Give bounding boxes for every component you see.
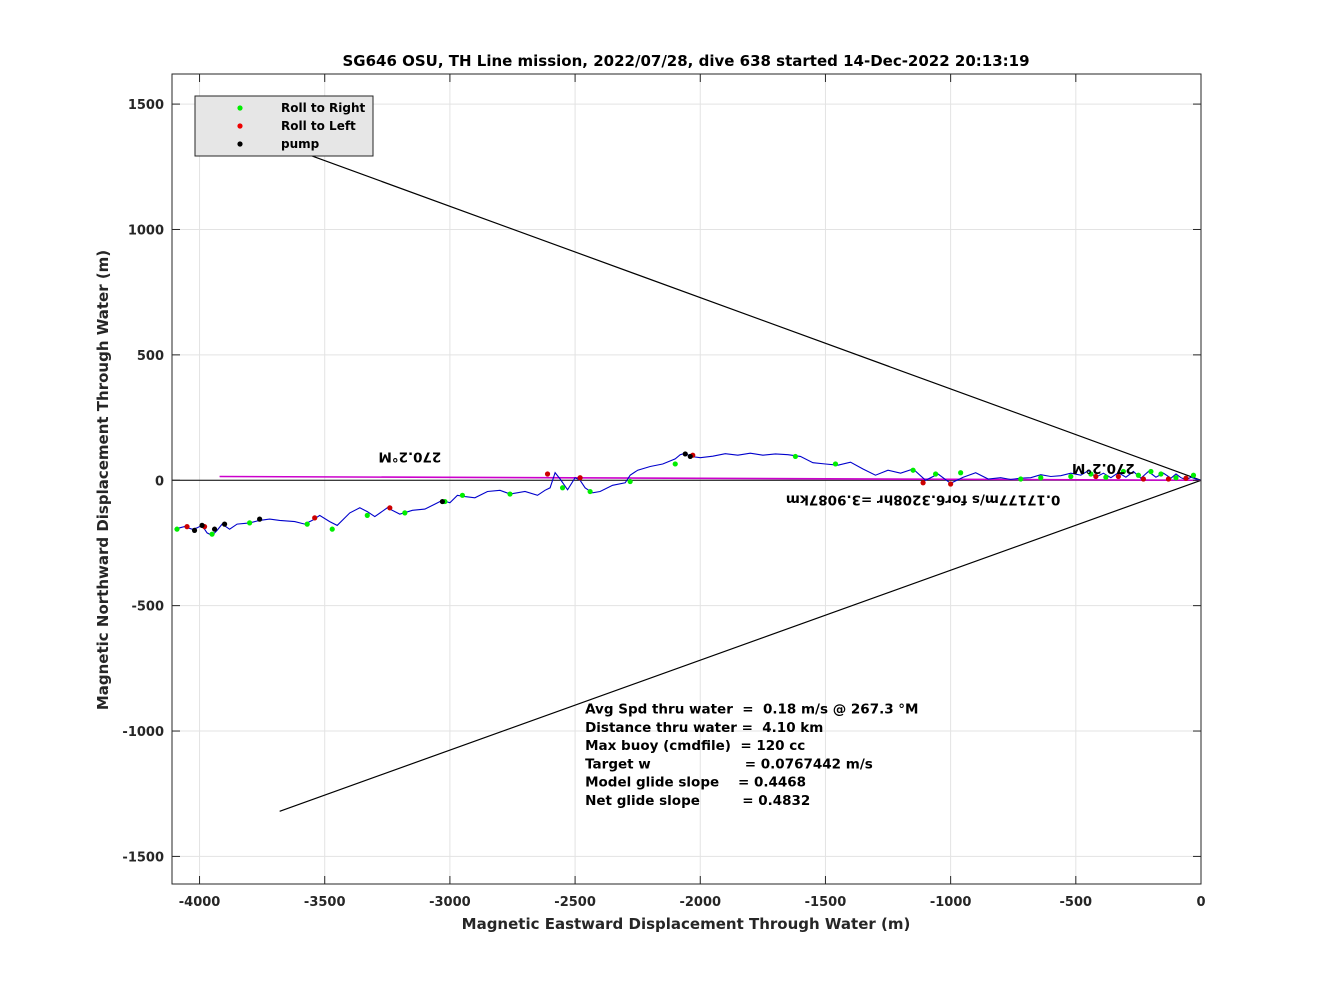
roll-right-point bbox=[832, 461, 839, 467]
legend-label: pump bbox=[281, 137, 320, 151]
track bbox=[174, 452, 1202, 537]
roll-right-point bbox=[1038, 475, 1044, 481]
roll-right-point bbox=[792, 453, 799, 460]
annotations: 270.2°M 270.2°M 0.17177m/s for6.3208hr =3.… bbox=[378, 449, 1134, 508]
x-axis-label: Magnetic Eastward Displacement Through W… bbox=[462, 915, 911, 933]
y-axis-label: Magnetic Northward Displacement Through … bbox=[94, 250, 112, 710]
roll-right-point bbox=[1148, 468, 1154, 475]
x-tick-label: -1000 bbox=[930, 895, 972, 910]
heading-annotation: 270.2°M bbox=[1072, 460, 1135, 476]
roll-right-point bbox=[364, 512, 370, 518]
roll-right-point bbox=[1103, 474, 1109, 480]
stats-line: Avg Spd thru water = 0.18 m/s @ 267.3 °M bbox=[585, 701, 918, 717]
x-tick-label: 0 bbox=[1196, 895, 1205, 910]
roll-right-point bbox=[1088, 471, 1094, 477]
roll-left-point bbox=[1165, 476, 1172, 482]
roll-right-point bbox=[507, 491, 513, 497]
pump-point bbox=[199, 522, 205, 528]
roll-right-point bbox=[1018, 476, 1024, 482]
x-tick-label: -3500 bbox=[304, 895, 346, 910]
stats-line: Model glide slope = 0.4468 bbox=[585, 775, 806, 791]
roll-right-point bbox=[209, 531, 215, 537]
pump-point bbox=[191, 527, 198, 534]
y-tick-label: 1500 bbox=[128, 98, 164, 113]
roll-right-point bbox=[627, 478, 633, 485]
roll-right-point bbox=[1173, 475, 1179, 481]
x-tick-label: -1500 bbox=[805, 895, 847, 910]
roll-left-point bbox=[1183, 475, 1189, 481]
roll-right-point bbox=[329, 526, 335, 532]
pump-point bbox=[439, 498, 445, 505]
y-tick-label: -1000 bbox=[122, 725, 164, 740]
roll-left-point bbox=[312, 515, 318, 521]
heading-annotation: 270.2°M bbox=[378, 449, 441, 465]
roll-right-point bbox=[1068, 473, 1074, 480]
stats-line: Distance thru water = 4.10 km bbox=[585, 720, 823, 736]
x-tick-label: -500 bbox=[1060, 895, 1093, 910]
pump-point bbox=[211, 526, 218, 532]
roll-left-point bbox=[948, 481, 954, 487]
roll-right-point bbox=[587, 488, 593, 495]
legend-marker bbox=[237, 141, 243, 147]
legend-marker bbox=[237, 105, 243, 111]
legend-marker bbox=[237, 123, 243, 129]
pump-point bbox=[257, 516, 263, 522]
stats-line: Target w = 0.0767442 m/s bbox=[585, 756, 873, 772]
cone-line bbox=[279, 479, 1202, 812]
roll-left-point bbox=[544, 471, 551, 477]
roll-right-point bbox=[958, 470, 964, 476]
legend-label: Roll to Left bbox=[281, 119, 356, 133]
roll-right-point bbox=[247, 520, 253, 526]
markers bbox=[174, 451, 1197, 537]
roll-right-point bbox=[304, 521, 310, 527]
roll-left-point bbox=[920, 480, 926, 486]
roll-right-point bbox=[933, 471, 939, 477]
roll-right-point bbox=[559, 485, 566, 491]
roll-right-point bbox=[402, 510, 408, 516]
roll-right-point bbox=[910, 467, 916, 473]
x-tick-label: -2000 bbox=[679, 895, 721, 910]
pump-point bbox=[682, 451, 688, 457]
plot-frame bbox=[171, 73, 1202, 885]
roll-right-point bbox=[174, 526, 180, 532]
pump-point bbox=[221, 521, 228, 527]
y-tick-label: -500 bbox=[131, 600, 164, 615]
stats-box: Avg Spd thru water = 0.18 m/s @ 267.3 °M… bbox=[585, 701, 918, 809]
x-tick-label: -3000 bbox=[429, 895, 471, 910]
roll-right-point bbox=[1158, 471, 1164, 477]
y-tick-label: 500 bbox=[137, 349, 164, 364]
roll-right-point bbox=[672, 461, 678, 467]
roll-left-point bbox=[184, 524, 190, 530]
reference-lines bbox=[172, 143, 1202, 812]
legend-box bbox=[194, 95, 374, 157]
roll-right-point bbox=[1190, 472, 1197, 478]
track-line bbox=[174, 452, 1202, 537]
roll-right-point bbox=[1135, 472, 1142, 478]
y-tick-label: 0 bbox=[155, 474, 164, 489]
pump-point bbox=[687, 453, 693, 460]
roll-right-point bbox=[459, 492, 466, 498]
legend-label: Roll to Right bbox=[281, 101, 366, 115]
heading-annotation: 0.17177m/s for6.3208hr =3.9087km bbox=[786, 491, 1061, 507]
x-tick-label: -2500 bbox=[554, 895, 596, 910]
x-tick-label: -4000 bbox=[179, 895, 221, 910]
legend: Roll to Right Roll to Left pump bbox=[194, 95, 374, 157]
cone-line bbox=[279, 143, 1202, 481]
ticks: -4000 -3500 -3000 -2500 -2000 -1500 -1000 -500 0… bbox=[122, 74, 1206, 910]
roll-left-point bbox=[1093, 473, 1099, 480]
stats-line: Max buoy (cmdfile) = 120 cc bbox=[585, 738, 805, 754]
roll-left-point bbox=[577, 475, 583, 481]
chart-title: SG646 OSU, TH Line mission, 2022/07/28, … bbox=[342, 52, 1029, 70]
roll-left-point bbox=[387, 505, 393, 511]
y-tick-label: 1000 bbox=[128, 223, 164, 238]
roll-right-point bbox=[1120, 468, 1126, 475]
stats-line: Net glide slope = 0.4832 bbox=[585, 793, 810, 809]
heading-line bbox=[219, 475, 1202, 482]
y-tick-label: -1500 bbox=[122, 850, 164, 865]
roll-left-point bbox=[1115, 473, 1121, 480]
roll-left-point bbox=[1140, 476, 1147, 482]
